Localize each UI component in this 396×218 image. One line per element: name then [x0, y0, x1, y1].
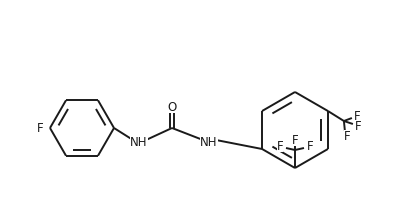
Text: NH: NH	[200, 136, 218, 148]
Text: F: F	[344, 131, 350, 143]
Text: NH: NH	[130, 136, 148, 148]
Text: F: F	[354, 109, 360, 123]
Text: O: O	[168, 100, 177, 114]
Text: F: F	[354, 121, 361, 133]
Text: F: F	[307, 140, 313, 153]
Text: F: F	[292, 133, 298, 146]
Text: F: F	[277, 140, 283, 153]
Text: F: F	[37, 121, 44, 135]
